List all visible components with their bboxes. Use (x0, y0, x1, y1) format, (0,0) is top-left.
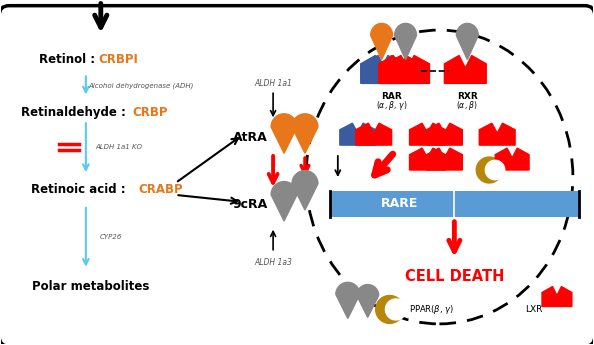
Text: Retinol :: Retinol : (39, 53, 99, 66)
Polygon shape (426, 148, 462, 170)
Polygon shape (340, 123, 375, 145)
Text: ALDH 1a1: ALDH 1a1 (254, 79, 292, 88)
Text: CRBPI: CRBPI (99, 53, 138, 66)
Polygon shape (361, 56, 403, 83)
Polygon shape (292, 171, 318, 210)
Polygon shape (357, 285, 378, 317)
Polygon shape (456, 23, 478, 60)
Polygon shape (271, 181, 297, 221)
Polygon shape (271, 114, 297, 153)
Text: Retinaldehyde :: Retinaldehyde : (21, 106, 131, 119)
Text: AtRA: AtRA (233, 131, 267, 144)
Polygon shape (386, 56, 429, 83)
Text: ALDH 1a1 KO: ALDH 1a1 KO (95, 144, 142, 150)
Text: ALDH 1a3: ALDH 1a3 (254, 258, 292, 267)
FancyBboxPatch shape (330, 191, 579, 217)
Text: CELL DEATH: CELL DEATH (405, 269, 504, 284)
Polygon shape (375, 296, 403, 323)
Polygon shape (542, 287, 572, 306)
Polygon shape (394, 23, 416, 60)
Text: Polar metabolites: Polar metabolites (32, 280, 150, 293)
Polygon shape (479, 123, 515, 145)
Text: RARE: RARE (381, 197, 418, 210)
Text: CRABP: CRABP (138, 184, 183, 196)
Text: ($\alpha$, $\beta$): ($\alpha$, $\beta$) (456, 99, 478, 112)
Polygon shape (409, 123, 446, 145)
Polygon shape (356, 123, 391, 145)
Text: CRBP: CRBP (133, 106, 168, 119)
Polygon shape (495, 148, 529, 170)
Polygon shape (386, 299, 406, 320)
Polygon shape (444, 56, 486, 83)
Polygon shape (485, 160, 505, 180)
Text: Alcohol dehydrogenase (ADH): Alcohol dehydrogenase (ADH) (88, 82, 193, 89)
Polygon shape (476, 157, 502, 183)
Text: ($\alpha$, $\beta$, $\gamma$): ($\alpha$, $\beta$, $\gamma$) (376, 99, 407, 112)
FancyBboxPatch shape (0, 6, 594, 345)
Polygon shape (336, 282, 360, 318)
Text: 9cRA: 9cRA (233, 198, 268, 211)
Polygon shape (292, 114, 318, 153)
Polygon shape (363, 56, 406, 83)
Text: CYP26: CYP26 (100, 234, 122, 240)
Polygon shape (378, 56, 421, 83)
Text: PPAR($\beta$, $\gamma$): PPAR($\beta$, $\gamma$) (409, 303, 454, 316)
Text: LXR: LXR (525, 305, 543, 314)
Polygon shape (409, 148, 446, 170)
Polygon shape (426, 123, 462, 145)
Text: RXR: RXR (457, 92, 478, 101)
Text: RAR: RAR (381, 92, 402, 101)
Text: Retinoic acid :: Retinoic acid : (31, 184, 130, 196)
Polygon shape (371, 23, 393, 60)
